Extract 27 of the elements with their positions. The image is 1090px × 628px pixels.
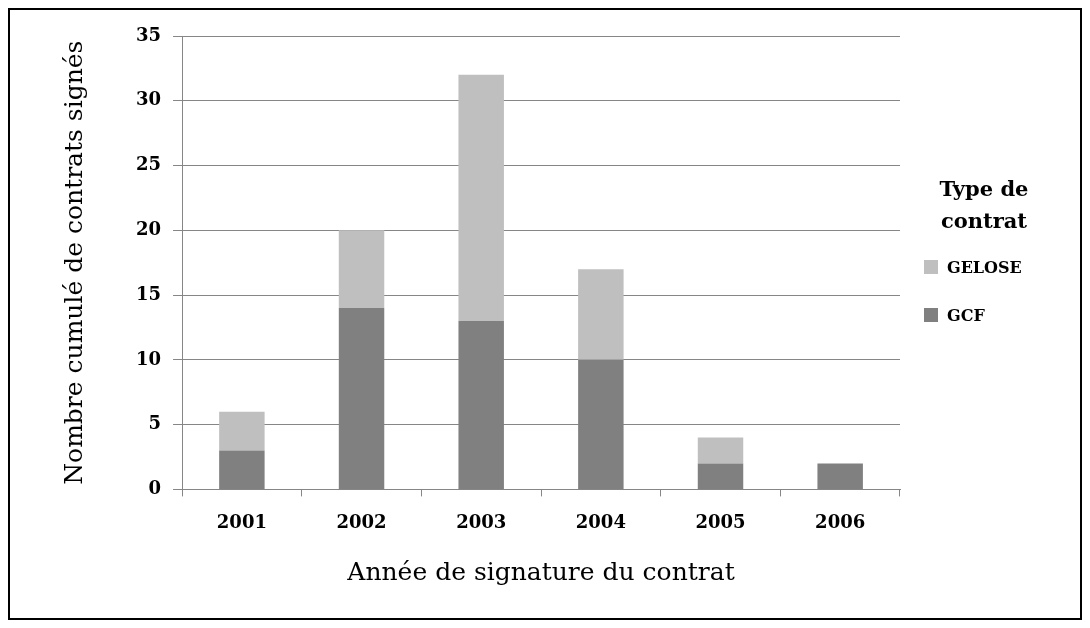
x-tick-label: 2003 xyxy=(456,510,507,532)
y-tick-label: 15 xyxy=(135,282,162,304)
y-tick-label: 25 xyxy=(135,153,162,175)
bar xyxy=(219,411,265,451)
x-tick-label: 2005 xyxy=(695,510,746,532)
legend-label: GCF xyxy=(947,305,985,325)
bar xyxy=(697,463,744,489)
y-tick-label: 0 xyxy=(148,477,162,499)
x-tick-label: 2004 xyxy=(575,510,626,532)
bar xyxy=(817,463,863,489)
legend-title: Type de contrat xyxy=(938,175,1030,235)
y-tick-label: 10 xyxy=(135,347,162,369)
y-tick-label: 20 xyxy=(135,217,162,239)
y-tick-label: 35 xyxy=(135,23,162,45)
bar xyxy=(697,437,744,464)
x-tick-label: 2006 xyxy=(815,510,866,532)
bar xyxy=(338,230,385,309)
bar xyxy=(458,74,504,321)
x-tick-label: 2001 xyxy=(216,510,267,532)
y-tick-label: 5 xyxy=(148,412,162,434)
x-tick-label: 2002 xyxy=(336,510,387,532)
bar xyxy=(578,269,624,360)
y-axis-title: Nombre cumulé de contrats signés xyxy=(58,40,88,485)
bar xyxy=(219,450,265,489)
legend-label: GELOSE xyxy=(947,257,1022,277)
y-tick-label: 30 xyxy=(135,88,162,110)
x-axis-title: Année de signature du contrat xyxy=(346,556,735,586)
